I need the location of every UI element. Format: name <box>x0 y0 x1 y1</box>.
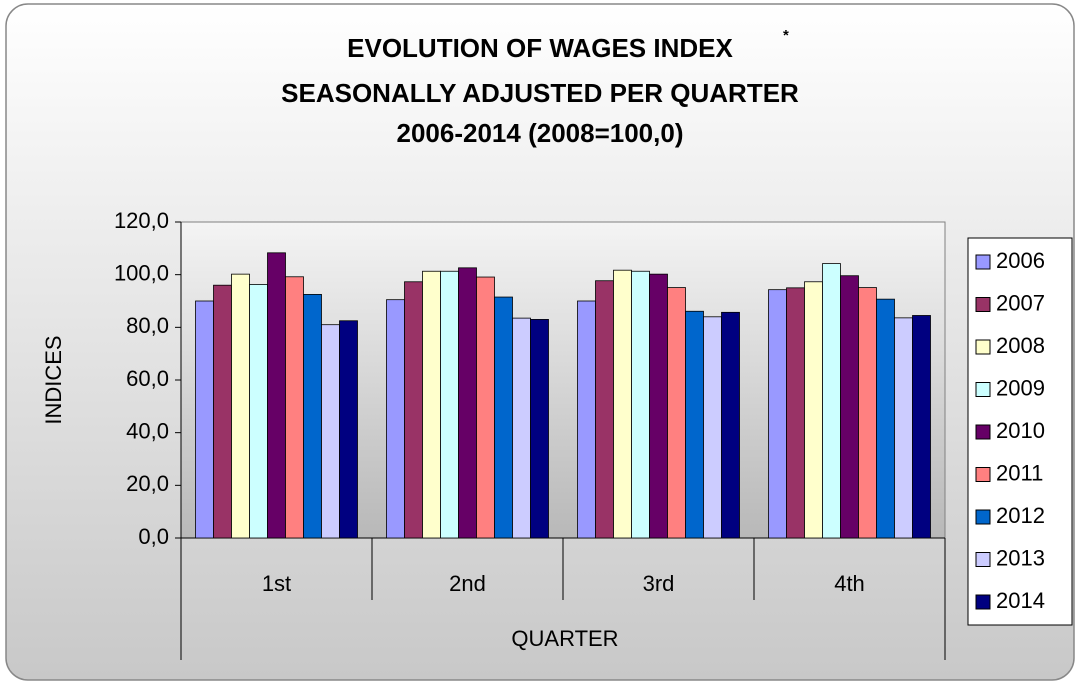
chart-title: EVOLUTION OF WAGES INDEX <box>347 33 733 63</box>
bar <box>386 299 405 539</box>
bar <box>840 275 859 539</box>
legend-swatch <box>975 467 991 482</box>
bar <box>858 287 877 539</box>
bar <box>804 281 823 539</box>
bar <box>577 300 596 539</box>
bar <box>912 315 931 539</box>
x-axis-label: QUARTER <box>511 626 618 651</box>
bar <box>494 296 513 539</box>
y-tick-label: 60,0 <box>126 366 169 391</box>
bar <box>786 287 805 539</box>
bar <box>667 287 686 539</box>
title-marker: * <box>783 27 789 44</box>
legend-swatch <box>975 552 991 567</box>
legend-swatch <box>975 509 991 525</box>
y-axis-label: INDICES <box>41 335 66 424</box>
bar <box>512 317 531 539</box>
legend-label: 2009 <box>996 375 1045 400</box>
bar <box>404 281 423 539</box>
bar <box>631 270 650 539</box>
bar <box>649 273 668 539</box>
chart-subtitle: SEASONALLY ADJUSTED PER QUARTER <box>281 78 799 108</box>
bar <box>595 280 614 539</box>
legend-label: 2013 <box>996 545 1045 570</box>
bar <box>231 273 250 539</box>
legend-label: 2008 <box>996 333 1045 358</box>
y-tick-label: 80,0 <box>126 313 169 338</box>
legend-swatch <box>975 297 991 312</box>
y-tick-label: 100,0 <box>114 260 169 285</box>
legend-swatch <box>975 594 991 610</box>
bar <box>530 319 549 539</box>
bar <box>422 270 441 539</box>
bar <box>321 324 340 539</box>
y-tick-label: 40,0 <box>126 418 169 443</box>
y-tick-label: 120,0 <box>114 208 169 233</box>
bar <box>195 300 214 539</box>
x-tick-label: 3rd <box>643 571 675 596</box>
legend-label: 2006 <box>996 248 1045 273</box>
bar <box>721 311 740 539</box>
chart-subtitle: 2006-2014 (2008=100,0) <box>397 118 684 148</box>
y-tick-label: 0,0 <box>138 524 169 549</box>
legend-swatch <box>975 339 991 355</box>
bar <box>703 316 722 539</box>
bar <box>267 252 286 539</box>
bar <box>213 284 232 539</box>
bar <box>458 267 477 539</box>
legend-label: 2012 <box>996 503 1045 528</box>
legend-label: 2007 <box>996 290 1045 315</box>
bar <box>768 289 787 539</box>
x-tick-label: 1st <box>262 571 291 596</box>
bar <box>894 317 913 539</box>
bar <box>303 294 322 539</box>
legend-label: 2010 <box>996 418 1045 443</box>
bar <box>249 284 268 539</box>
bar <box>613 269 632 539</box>
bar <box>285 276 304 539</box>
bar <box>440 270 459 539</box>
bar <box>339 320 358 539</box>
y-tick-label: 20,0 <box>126 471 169 496</box>
legend-swatch <box>975 382 991 397</box>
bar <box>685 310 704 539</box>
x-tick-label: 2nd <box>449 571 486 596</box>
legend-swatch <box>975 254 991 270</box>
bar <box>476 276 495 539</box>
legend-label: 2011 <box>996 460 1043 485</box>
bar <box>876 298 895 539</box>
legend-label: 2014 <box>996 588 1045 613</box>
legend-swatch <box>975 424 991 440</box>
bar <box>822 263 841 539</box>
x-tick-label: 4th <box>834 571 865 596</box>
